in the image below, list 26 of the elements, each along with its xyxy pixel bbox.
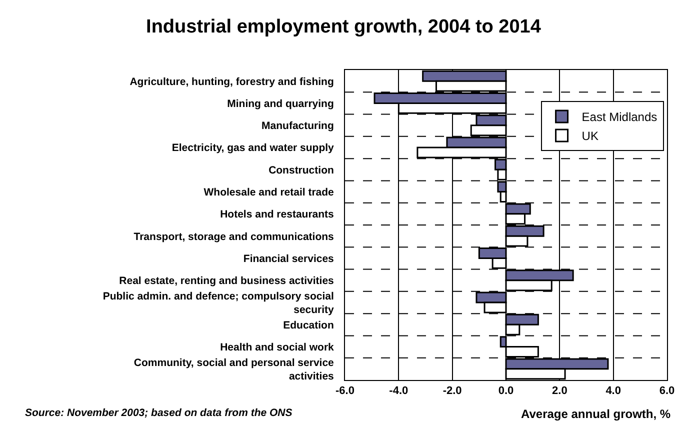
legend-label: UK (582, 129, 598, 144)
x-tick-label: 4.0 (606, 385, 621, 398)
y-tick-label: Real estate, renting and business activities (119, 275, 334, 288)
y-tick-label: Education (283, 319, 334, 332)
x-axis-title: Average annual growth, % (521, 407, 671, 421)
x-tick-label: -4.0 (389, 385, 408, 398)
y-tick-label: Health and social work (220, 341, 334, 354)
source-note: Source: November 2003; based on data from the ONS (25, 407, 292, 419)
x-tick-label: -2.0 (442, 385, 462, 398)
x-tick-label: 6.0 (659, 385, 675, 398)
y-tick-label: Transport, storage and communications (134, 230, 334, 243)
y-tick-label: Wholesale and retail trade (204, 186, 334, 198)
y-tick-label: Public admin. and defence; compulsory social security (102, 290, 334, 316)
y-tick-label: Manufacturing (262, 120, 334, 132)
x-tick-label: 0.0 (498, 385, 514, 398)
y-tick-label: Construction (268, 164, 334, 176)
legend-label: East Midlands (582, 110, 658, 124)
x-tick-label: -6.0 (336, 385, 354, 398)
y-tick-label: Hotels and restaurants (220, 208, 334, 221)
x-tick-label: 2.0 (552, 385, 568, 398)
y-tick-label: Mining and quarrying (227, 98, 334, 110)
y-tick-label: Electricity, gas and water supply (172, 142, 334, 154)
chart-title: Industrial employment growth, 2004 to 2014 (146, 16, 542, 38)
y-tick-label: Financial services (243, 252, 334, 265)
y-tick-label: Community, social and personal service activities (134, 356, 334, 382)
y-tick-label: Agriculture, hunting, forestry and fishing (130, 76, 334, 88)
